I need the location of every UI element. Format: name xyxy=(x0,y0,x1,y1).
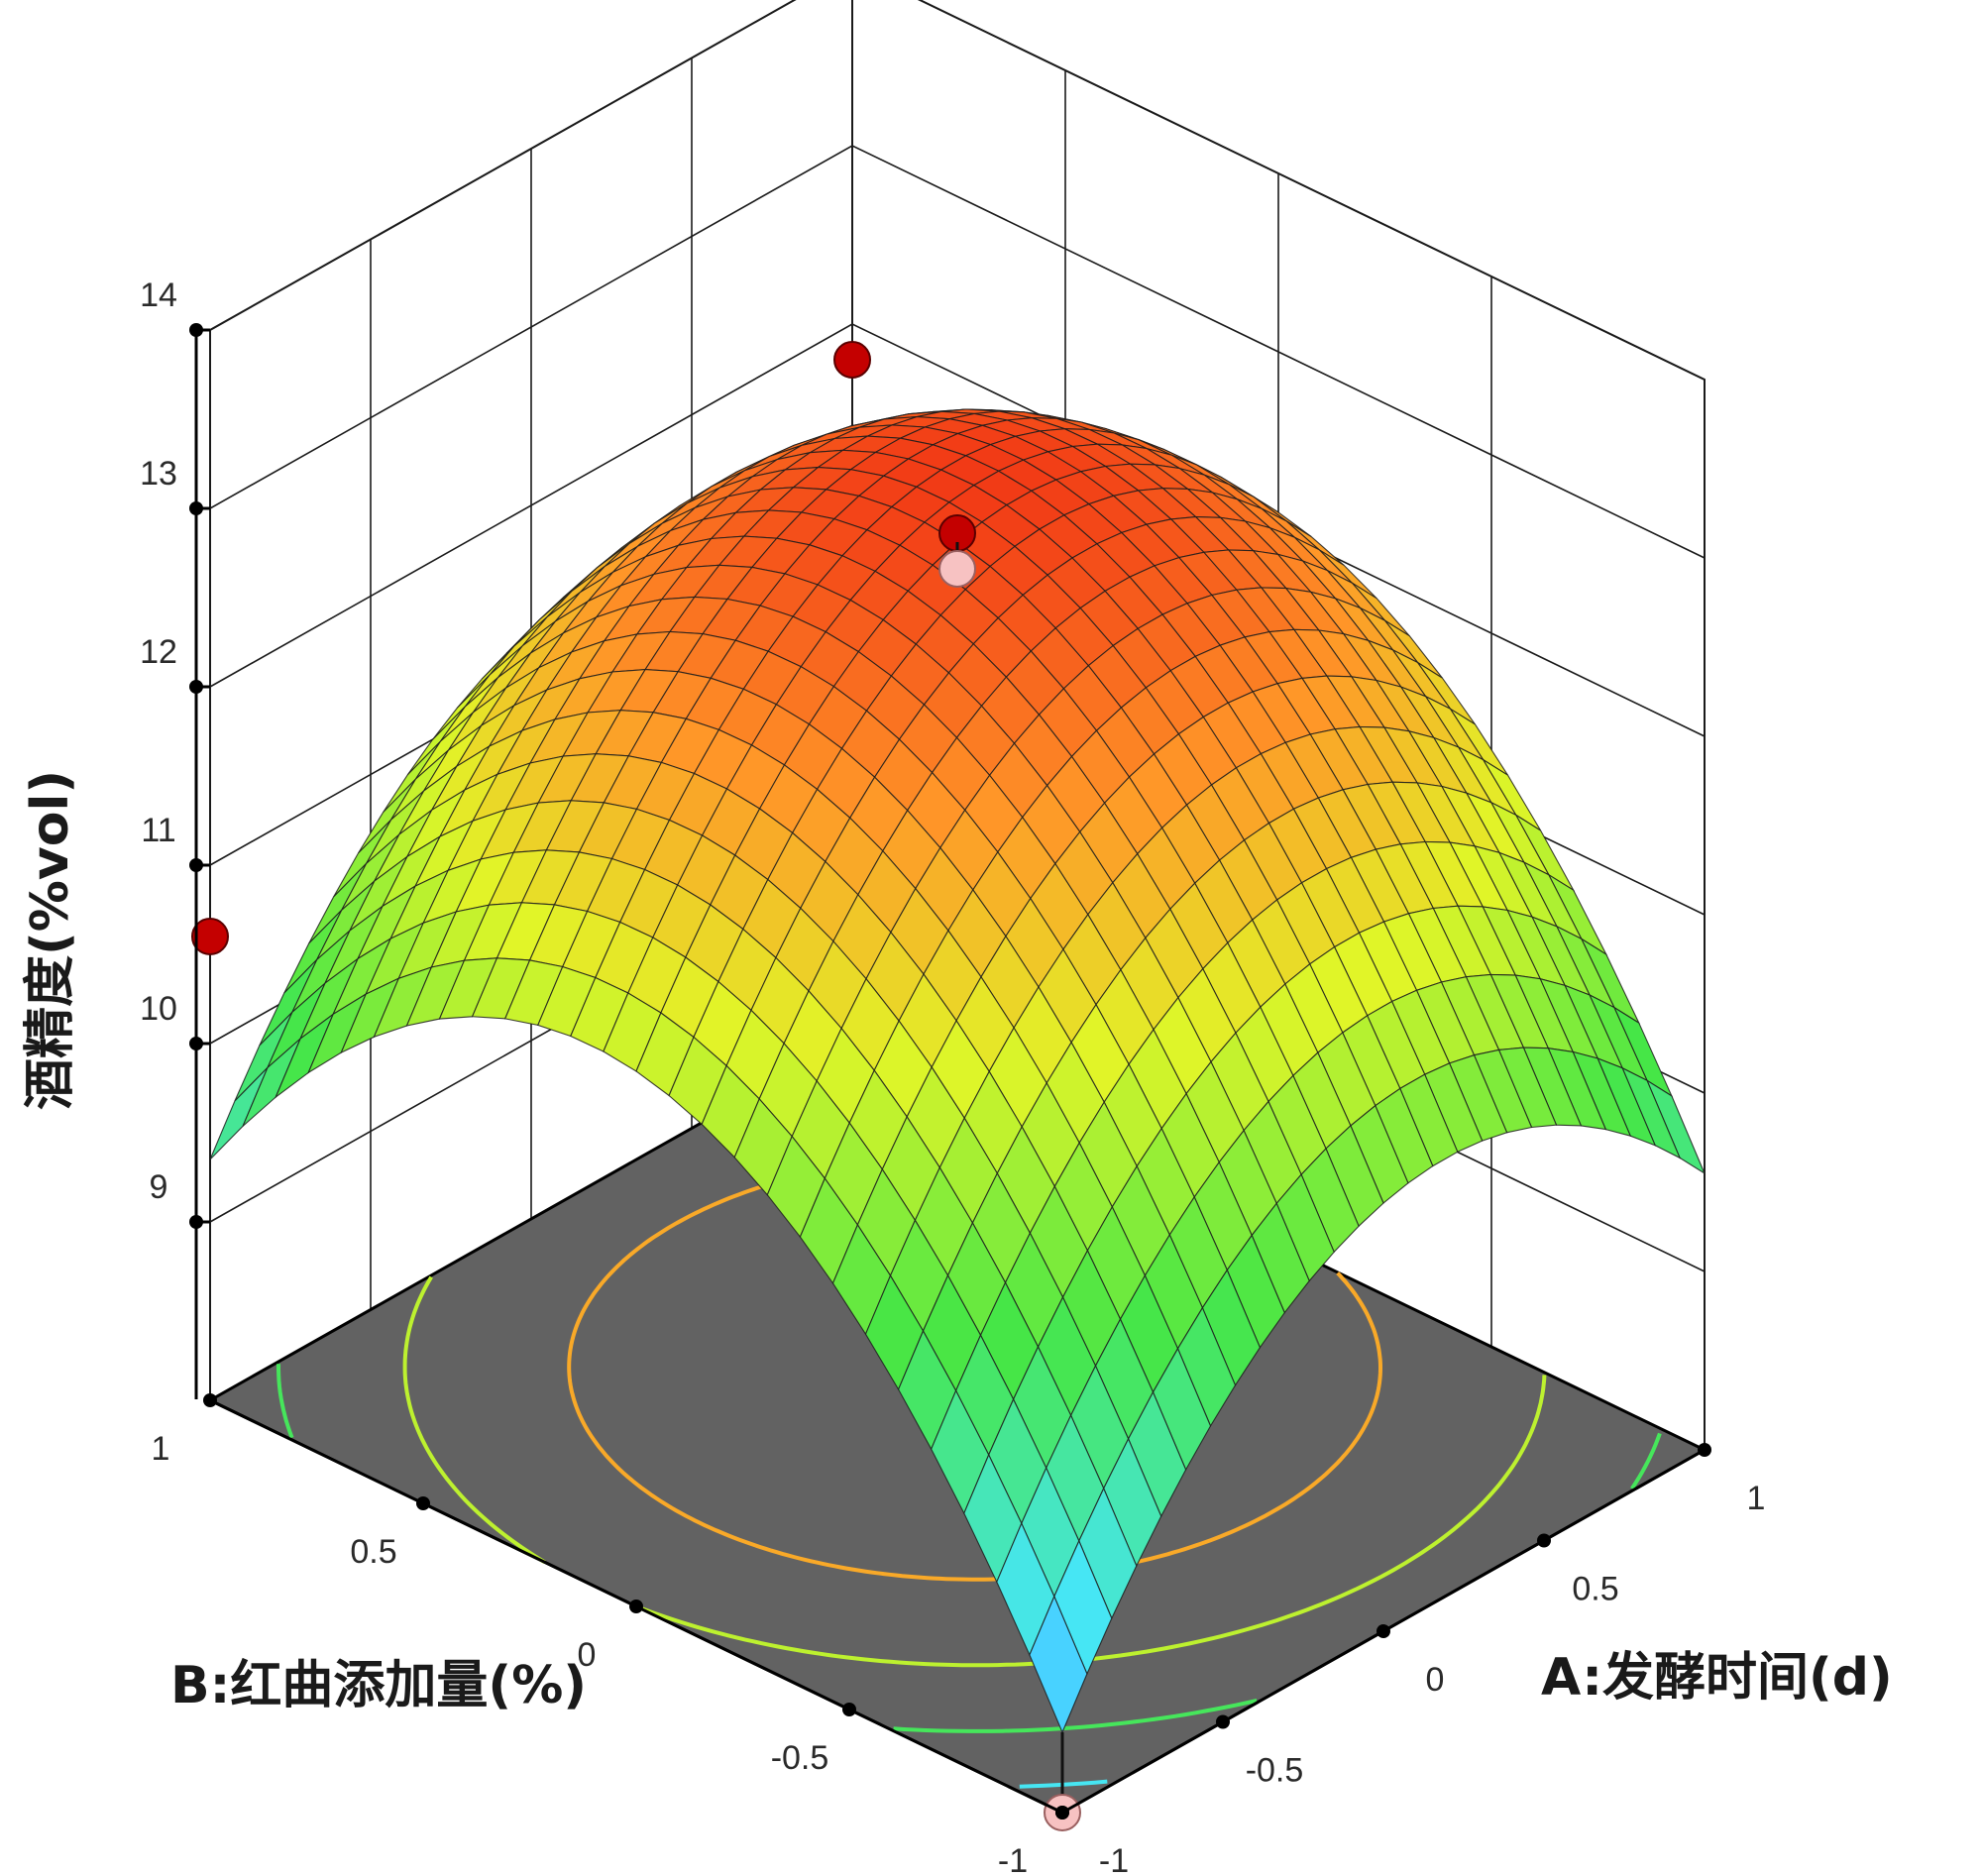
z-axis-title: 酒精度(%vol) xyxy=(21,770,80,1110)
x-tick-label: 0.5 xyxy=(1572,1571,1618,1608)
x-tick-dot xyxy=(1216,1714,1230,1729)
y-tick-label: 0 xyxy=(578,1636,597,1674)
z-tick-dot xyxy=(189,680,203,694)
design-point xyxy=(191,918,229,955)
axes xyxy=(189,323,1711,1820)
z-tick-dot xyxy=(189,323,203,337)
x-tick-dot xyxy=(1537,1533,1551,1548)
wall-gridline-z xyxy=(209,323,1706,737)
y-tick-dot xyxy=(203,1393,217,1407)
z-tick-label: 11 xyxy=(141,812,175,849)
z-tick-label: 10 xyxy=(140,990,177,1028)
z-tick-label: 13 xyxy=(140,455,177,493)
x-tick-dot xyxy=(1376,1624,1390,1638)
wall-gridline-z xyxy=(209,0,1706,381)
surface-cell xyxy=(1029,1595,1088,1734)
y-tick-dot xyxy=(1055,1806,1069,1820)
x-tick-dot xyxy=(1698,1443,1711,1457)
design-point xyxy=(938,550,976,588)
y-tick-dot xyxy=(629,1600,643,1613)
x-tick-label: 1 xyxy=(1747,1480,1766,1517)
tick-labels: 9 10 11 12 13 14 -1 -0.5 0 0.5 1 -1 -0.5 0 0.5 1 xyxy=(140,276,1765,1876)
design-points xyxy=(191,341,1081,1831)
y-tick-dot xyxy=(416,1496,430,1510)
x-axis-title: A:发酵时间(d) xyxy=(1541,1648,1893,1708)
x-tick-label: -0.5 xyxy=(1246,1752,1304,1790)
contour-line xyxy=(276,1364,1662,1733)
z-tick-label: 9 xyxy=(150,1168,168,1206)
x-tick-label: -1 xyxy=(1099,1842,1129,1876)
z-tick-label: 12 xyxy=(140,633,177,671)
y-axis-title: B:红曲添加量(%) xyxy=(170,1656,587,1715)
design-point xyxy=(833,341,871,379)
wall-gridline-z xyxy=(209,145,1706,559)
z-tick-dot xyxy=(189,1215,203,1229)
y-tick-label: 1 xyxy=(152,1430,170,1468)
z-tick-label: 14 xyxy=(140,276,177,314)
z-tick-dot xyxy=(189,501,203,515)
x-tick-label: 0 xyxy=(1426,1661,1445,1699)
y-tick-dot xyxy=(842,1703,856,1716)
y-tick-label: -0.5 xyxy=(771,1739,829,1777)
z-tick-dot xyxy=(189,858,203,872)
z-tick-dot xyxy=(189,1037,203,1050)
y-tick-label: 0.5 xyxy=(350,1533,396,1571)
y-tick-label: -1 xyxy=(998,1842,1028,1876)
response-surface xyxy=(209,408,1707,1734)
